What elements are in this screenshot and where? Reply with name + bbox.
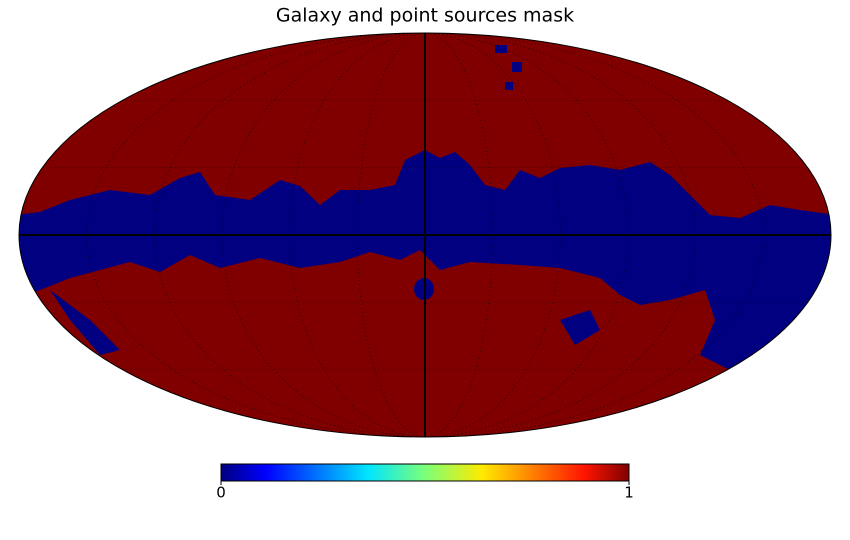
masked-patch — [512, 62, 522, 72]
colorbar-tick-label: 0 — [216, 484, 226, 502]
colorbar-tick-label: 1 — [624, 484, 634, 502]
masked-patch — [495, 45, 507, 53]
chart-title: Galaxy and point sources mask — [276, 5, 574, 27]
masked-patch — [505, 82, 513, 90]
colorbar — [220, 463, 630, 482]
masked-galaxy — [19, 150, 831, 390]
